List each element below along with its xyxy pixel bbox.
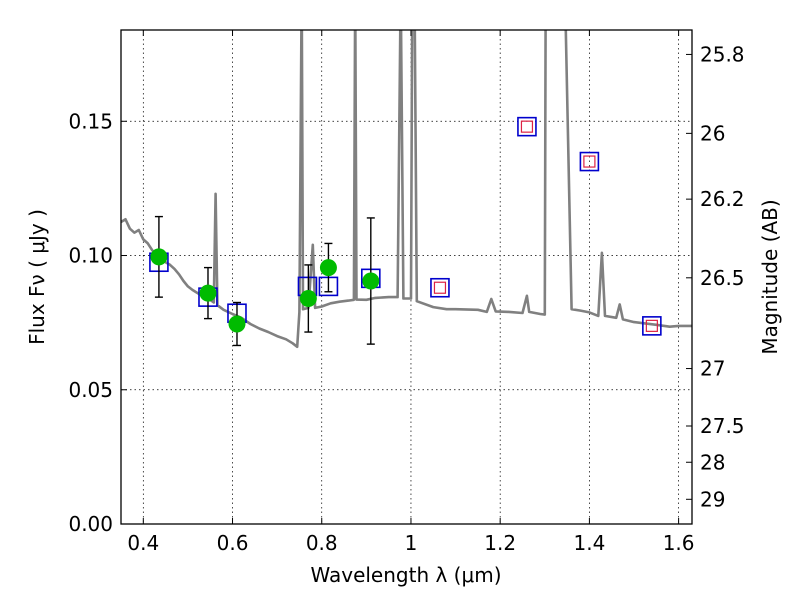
x-axis-title: Wavelength λ (μm)	[310, 563, 501, 587]
x-tick-label: 0.6	[217, 531, 249, 555]
magnitude-tick-label: 28	[700, 450, 725, 474]
model-photometry-box	[430, 277, 450, 298]
y-tick-label: 0.05	[68, 378, 113, 402]
magnitude-tick-label: 29	[700, 487, 725, 511]
y-tick-label: 0.00	[68, 512, 113, 536]
magnitude-tick-label: 27	[700, 357, 725, 381]
ir-photometry-marker	[645, 319, 658, 332]
x-tick-label: 1.6	[663, 531, 695, 555]
observed-flux-point	[319, 259, 337, 277]
ir-photometry-marker	[583, 155, 596, 168]
observed-flux-point	[199, 284, 217, 302]
magnitude-tick-label: 26.2	[700, 187, 745, 211]
x-tick-label: 0.8	[306, 531, 338, 555]
y-tick-label: 0.10	[68, 244, 113, 268]
observed-flux-point	[150, 248, 168, 266]
observed-flux-point	[299, 289, 317, 307]
axes: 0.4 0.6 0.8 1 1.2 1.4 1.6 0.00 0.05 0.10 0.15 25.8 2…	[68, 30, 745, 555]
model-photometry-box	[642, 316, 662, 336]
magnitude-tick-label: 27.5	[700, 414, 745, 438]
x-tick-label: 1.4	[573, 531, 605, 555]
model-photometry-box	[517, 116, 537, 137]
right-axis-title: Magnitude (AB)	[758, 199, 782, 354]
ir-photometry-marker	[520, 120, 534, 133]
y-axis-title: Flux Fν ( μJy )	[25, 209, 49, 345]
model-photometry-box	[579, 151, 600, 172]
x-tick-label: 1	[405, 531, 418, 555]
magnitude-tick-label: 25.8	[700, 42, 745, 66]
ir-photometry-marker	[433, 281, 447, 294]
magnitude-tick-label: 26.5	[700, 266, 745, 290]
x-tick-label: 0.4	[127, 531, 159, 555]
y-tick-label: 0.15	[68, 109, 113, 133]
plot-frame	[120, 29, 693, 525]
model-spectrum-line	[121, 30, 692, 349]
x-tick-label: 1.2	[484, 531, 516, 555]
observed-flux-point	[362, 272, 380, 290]
magnitude-tick-label: 26	[700, 121, 725, 145]
plot-background	[121, 30, 692, 524]
observed-flux-point	[228, 315, 246, 333]
data-layer	[121, 30, 692, 349]
